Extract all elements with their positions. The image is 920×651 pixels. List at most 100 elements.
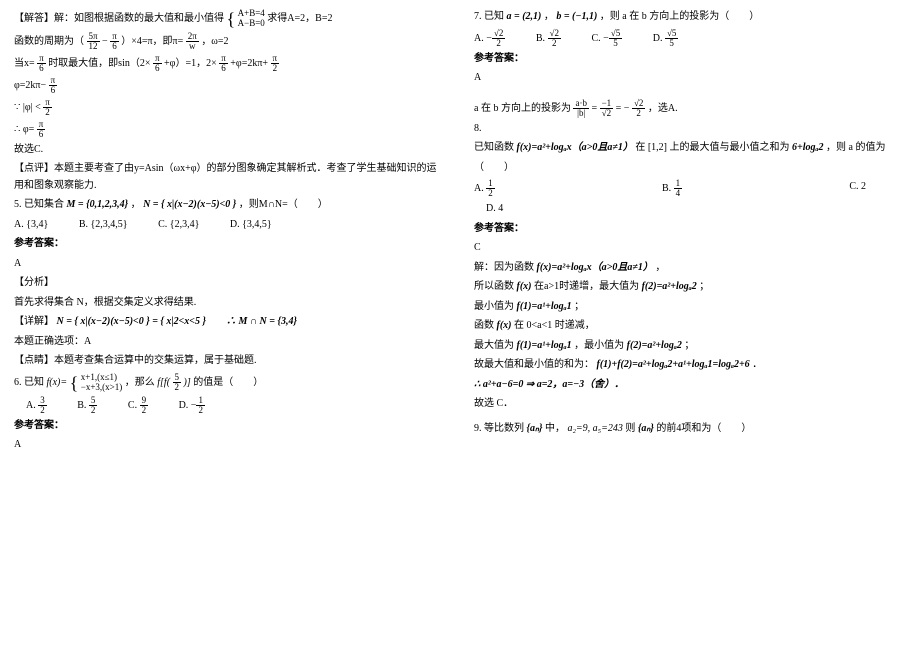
text: 【解答】解：如图根据函数的最大值和最小值得 [14, 13, 224, 24]
ffr: )] [184, 377, 191, 388]
text: ； [684, 340, 694, 351]
text: 在 [1,2] 上的最大值与最小值之和为 [635, 142, 789, 153]
text: 函数 [474, 320, 494, 331]
point: 【点睛】本题考查集合运算中的交集运算，属于基础题. [14, 353, 446, 370]
frac: π6 [153, 54, 162, 73]
text: 最小值为 [474, 301, 514, 312]
text: φ=2kπ− [14, 80, 46, 91]
q7: 7. 已知 a = (2,1) ， b = (−1,1) ，则 a 在 b 方向… [474, 9, 906, 26]
vec-b: b = (−1,1) [556, 11, 597, 22]
opt-a: A. −√22 [474, 29, 505, 48]
fx: f(1)=a¹+logₐ1 [517, 340, 572, 351]
text: ∵ |φ| < [14, 102, 41, 113]
opt-c: C. 92 [128, 396, 148, 415]
eq: = − [616, 102, 630, 113]
text: 5. 已知集合 [14, 199, 64, 210]
phi-line-2: ∵ |φ| < π2 [14, 98, 446, 117]
text: 的前4项和为（ ） [656, 423, 751, 434]
q8: 已知函数 f(x)=a²+logₐx（a>0且a≠1） 在 [1,2] 上的最大… [474, 140, 906, 157]
val: 6+logₐ2 [792, 142, 823, 153]
answer-value: A [14, 437, 446, 454]
text: 函数的周期为（ [14, 36, 84, 47]
opt-d: D. 4 [474, 201, 906, 218]
text: ， [655, 262, 665, 273]
text: 解：因为函数 [474, 262, 534, 273]
frac: 52 [173, 373, 182, 392]
q8-num: 8. [474, 121, 906, 138]
frac: π6 [110, 32, 119, 51]
ff: f[f( [157, 377, 170, 388]
q5: 5. 已知集合 M = {0,1,2,3,4} ， N = { x|(x−2)(… [14, 197, 446, 214]
fx: f(x)=a²+logₐx（a>0且a≠1） [517, 142, 633, 153]
fx: f(1)+f(2)=a²+logₐ2+a¹+logₐ1=logₐ2+6 [597, 359, 750, 370]
text: 在 0<a<1 时递减， [514, 320, 595, 331]
s8-4: 函数 f(x) 在 0<a<1 时递减， [474, 318, 906, 335]
phi-line-3: ∴ φ= π6 [14, 120, 446, 139]
opt-d: D. {3,4,5} [230, 217, 272, 234]
text: ）×4=π，即π= [121, 36, 183, 47]
frac: 5π12 [87, 32, 100, 51]
s8-7: ∴ a²+a−6=0 ⇒ a=2，a=−3（舍）． [474, 377, 906, 394]
frac: a·b|b| [573, 99, 589, 118]
expr: N = { x|(x−2)(x−5)<0 } = { x|2<x<5 } ∴ M… [57, 316, 297, 327]
text: 中， [545, 423, 565, 434]
answer-heading: 参考答案： [14, 236, 446, 253]
analysis-h: 【分析】 [14, 275, 446, 292]
fx: f(2)=a²+logₐ2 [642, 281, 697, 292]
answer-heading: 参考答案： [474, 51, 906, 68]
frac: √22 [632, 99, 645, 118]
brace-icon: { [227, 11, 236, 27]
text: 则 [625, 423, 635, 434]
s8-8: 故选 C． [474, 396, 906, 413]
s8-6: 故最大值和最小值的和为： f(1)+f(2)=a²+logₐ2+a¹+logₐ1… [474, 357, 906, 374]
fx: f(x) [517, 281, 532, 292]
q5-options: A. {3,4} B. {2,3,4,5} C. {2,3,4} D. {3,4… [14, 217, 446, 234]
solution-line-1: 【解答】解：如图根据函数的最大值和最小值得 { A+B=4 A−B=0 求得A=… [14, 9, 446, 29]
s8-2: 所以函数 f(x) 在a>1时递增，最大值为 f(2)=a²+logₐ2 ； [474, 279, 906, 296]
text: 的值是（ ） [193, 377, 263, 388]
answer-heading: 参考答案： [14, 418, 446, 435]
detail-ans: 本题正确选项：A [14, 334, 446, 351]
comment: 【点评】本题主要考查了由y=Asin（ωx+φ）的部分图象确定其解析式．考查了学… [14, 161, 446, 194]
opt-b: B. √22 [536, 29, 561, 48]
opt-c: C. 2 [849, 179, 866, 198]
piecewise: x+1,(x≤1) −x+3,(x>1) [81, 373, 122, 393]
seq: {aₙ} [527, 423, 543, 434]
text: 首先求得集合 N，根据交集定义求得结果. [14, 297, 196, 308]
frac: π6 [219, 54, 228, 73]
text: 时取最大值，即sin（2× [48, 58, 150, 69]
text: 故最大值和最小值的和为： [474, 359, 594, 370]
set-m: M = {0,1,2,3,4} [67, 199, 129, 210]
text: 【详解】 [14, 316, 54, 327]
fx: f(x) [497, 320, 512, 331]
text: +φ=2kπ+ [230, 58, 268, 69]
opt-a: A. 32 [26, 396, 47, 415]
eq-bot: A−B=0 [238, 19, 265, 29]
fx: f(x)=a²+logₐx（a>0且a≠1） [537, 262, 653, 273]
text: ，则M∩N=（ ） [239, 199, 328, 210]
max-line: 当x= π6 时取最大值，即sin（2× π6 +φ）=1，2× π6 +φ=2… [14, 54, 446, 73]
phi-line-1: φ=2kπ− π6 [14, 76, 446, 95]
q8-paren: （ ） [474, 160, 906, 177]
frac: π6 [37, 54, 46, 73]
frac: π2 [271, 54, 280, 73]
fx: f(2)=a²+logₐ2 [627, 340, 682, 351]
brace-icon: { [70, 375, 79, 391]
vals: a₂=9, a₅=243 [567, 423, 622, 434]
vec-a: a = (2,1) [507, 11, 542, 22]
opt-d: D. −12 [179, 396, 205, 415]
text: ； [574, 301, 584, 312]
set-n: N = { x|(x−2)(x−5)<0 } [143, 199, 236, 210]
text: ． [752, 359, 762, 370]
conclusion: 故选C. [14, 142, 446, 159]
text: ，则 a 在 b 方向上的投影为（ ） [600, 11, 759, 22]
text: 6. 已知 [14, 377, 44, 388]
q6: 6. 已知 f(x)= { x+1,(x≤1) −x+3,(x>1) ，那么 f… [14, 373, 446, 393]
text: +φ）=1，2× [164, 58, 217, 69]
pw-bot: −x+3,(x>1) [81, 383, 122, 393]
seq: {aₙ} [638, 423, 654, 434]
frac: −1√2 [600, 99, 614, 118]
text: ，最小值为 [574, 340, 624, 351]
text: 最大值为 [474, 340, 514, 351]
equation-system: A+B=4 A−B=0 [238, 9, 265, 29]
